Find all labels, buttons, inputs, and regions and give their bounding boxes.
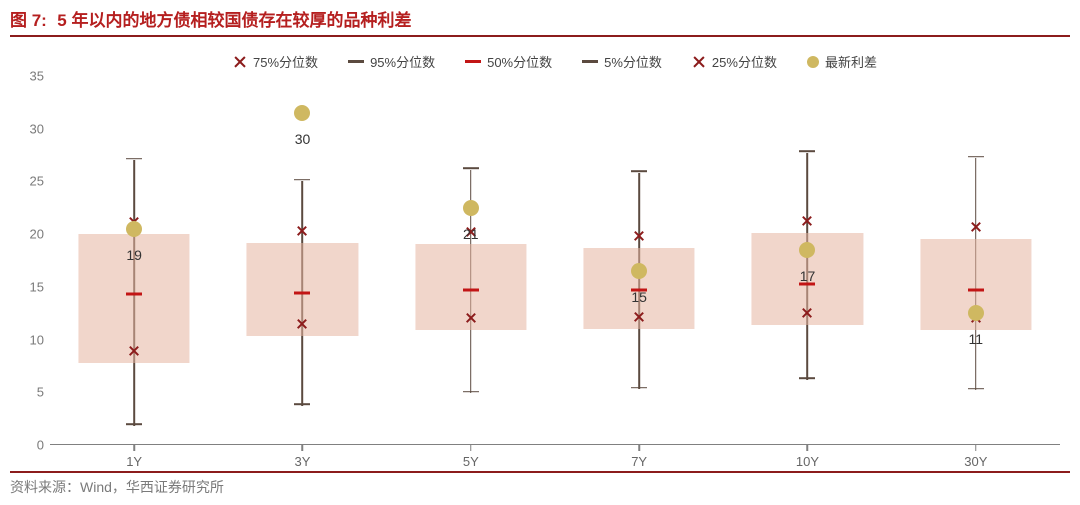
x-tick [975,445,977,451]
latest-value-label: 30 [295,131,311,147]
legend-item: 75%分位数 [233,52,318,71]
x-tick-label: 5Y [463,454,479,469]
title-prefix: 图 7: [10,11,47,30]
y-tick-label: 25 [12,174,44,189]
p95-cap [294,179,310,181]
legend-item: 95%分位数 [348,52,435,71]
x-marker-icon [692,55,706,69]
latest-value-label: 15 [631,289,647,305]
figure: 图 7: 5 年以内的地方债相较国债存在较厚的品种利差 75%分位数 95%分位数… [0,0,1080,505]
p75-marker [970,221,982,233]
x-tick [807,445,809,451]
p75-marker [633,230,645,242]
p25-marker [296,318,308,330]
y-tick-label: 35 [12,69,44,84]
legend-item: 25%分位数 [692,52,777,71]
legend-label: 5%分位数 [604,52,662,71]
p25-marker [128,345,140,357]
p25-marker [465,312,477,324]
p25-marker [633,311,645,323]
latest-dot [631,263,647,279]
latest-dot [126,221,142,237]
x-tick-label: 10Y [796,454,819,469]
category: 303Y [218,76,386,445]
dash-icon [465,60,481,63]
x-tick [133,445,135,451]
p25-marker [801,307,813,319]
p95-cap [799,151,815,153]
x-marker-icon [233,55,247,69]
latest-value-label: 21 [463,226,479,242]
x-tick [470,445,472,451]
x-tick [638,445,640,451]
p5-cap [799,377,815,379]
category: 1130Y [892,76,1060,445]
p5-cap [126,424,142,426]
x-tick-label: 3Y [295,454,311,469]
latest-dot [799,242,815,258]
x-tick [302,445,304,451]
plot-area: 75%分位数95%分位数50%分位数5%分位数25%分位数最新利差 051015… [50,48,1060,445]
legend-label: 95%分位数 [370,52,435,71]
latest-value-label: 11 [969,331,984,347]
median-marker [463,289,479,292]
y-tick-label: 20 [12,227,44,242]
legend-label: 75%分位数 [253,52,318,71]
median-marker [126,293,142,296]
latest-dot [463,200,479,216]
legend-item: 50%分位数 [465,52,552,71]
median-marker [294,292,310,295]
y-axis: 05101520253035 [12,76,44,445]
p75-marker [801,215,813,227]
dash-icon [582,60,598,63]
title-text: 5 年以内的地方债相较国债存在较厚的品种利差 [57,11,411,30]
x-tick-label: 7Y [631,454,647,469]
category: 157Y [555,76,723,445]
legend: 75%分位数 95%分位数 50%分位数 5%分位数 25%分位数 最新利差 [50,52,1060,71]
legend-label: 50%分位数 [487,52,552,71]
legend-item: 5%分位数 [582,52,662,71]
legend-label: 25%分位数 [712,52,777,71]
y-tick-label: 30 [12,121,44,136]
p95-cap [631,171,647,173]
dot-icon [807,56,819,68]
latest-dot [968,305,984,321]
x-tick-label: 1Y [126,454,142,469]
title-rule: 图 7: 5 年以内的地方债相较国债存在较厚的品种利差 [10,6,1070,37]
p75-marker [296,225,308,237]
p5-cap [463,391,479,393]
source-text: 资料来源：Wind，华西证券研究所 [10,471,1070,497]
p95-cap [126,158,142,160]
legend-item: 最新利差 [807,52,877,71]
y-tick-label: 15 [12,279,44,294]
y-tick-label: 5 [12,385,44,400]
category: 191Y [50,76,218,445]
dash-icon [348,60,364,63]
latest-value-label: 17 [800,268,816,284]
p5-cap [631,387,647,389]
p95-cap [463,167,479,169]
latest-value-label: 19 [126,247,142,263]
legend-label: 最新利差 [825,52,877,71]
median-marker [968,289,984,292]
category: 215Y [387,76,555,445]
p5-cap [294,404,310,406]
y-tick-label: 10 [12,332,44,347]
x-tick-label: 30Y [964,454,987,469]
latest-dot [294,105,310,121]
p95-cap [968,156,984,158]
p5-cap [968,388,984,390]
category: 1710Y [723,76,891,445]
y-tick-label: 0 [12,438,44,453]
chart-body: 191Y303Y215Y157Y1710Y1130Y [50,76,1060,445]
